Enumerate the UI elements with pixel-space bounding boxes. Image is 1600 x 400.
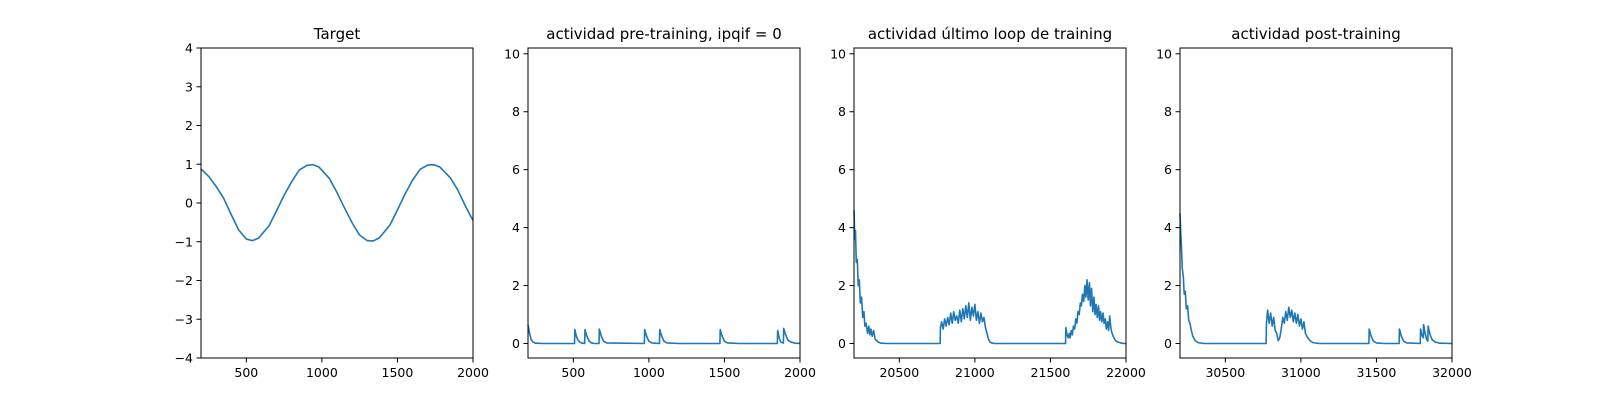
subplot-title: actividad post-training bbox=[1231, 25, 1400, 43]
x-tick-label: 32000 bbox=[1432, 365, 1472, 380]
x-tick-label: 31000 bbox=[1281, 365, 1321, 380]
y-tick-label: −4 bbox=[175, 351, 193, 366]
subplot-2: actividad pre-training, ipqif = 0 500 1000… bbox=[504, 25, 816, 380]
y-tick-label: 6 bbox=[512, 162, 520, 177]
x-tick-label: 22000 bbox=[1106, 365, 1146, 380]
y-tick-label: 4 bbox=[1164, 220, 1172, 235]
x-tick-label: 1000 bbox=[633, 365, 665, 380]
y-tick-label: 4 bbox=[512, 220, 520, 235]
y-tick-label: 2 bbox=[185, 118, 193, 133]
y-tick-label: 1 bbox=[185, 157, 193, 172]
y-tick-label: 2 bbox=[512, 278, 520, 293]
x-tick-label: 30500 bbox=[1205, 365, 1245, 380]
y-tick-label: 8 bbox=[1164, 104, 1172, 119]
y-tick-label: 2 bbox=[838, 278, 846, 293]
x-tick-label: 2000 bbox=[784, 365, 816, 380]
x-tick-label: 1500 bbox=[382, 365, 414, 380]
series-line bbox=[1179, 213, 1453, 345]
y-tick-label: 0 bbox=[838, 336, 846, 351]
x-tick-label: 500 bbox=[561, 365, 585, 380]
y-tick-label: 6 bbox=[838, 162, 846, 177]
y-tick-label: 10 bbox=[830, 46, 846, 61]
x-tick-label: 21000 bbox=[955, 365, 995, 380]
subplot-1: Target 500 1000 1500 2000 −4 −3 −2 −1 0 1 2 3 4 bbox=[175, 25, 489, 380]
subplot-4: actividad post-training 30500 31000 31500 32… bbox=[1156, 25, 1472, 380]
y-tick-label: 3 bbox=[185, 79, 193, 94]
axes-frame bbox=[527, 47, 801, 359]
subplot-title: actividad pre-training, ipqif = 0 bbox=[546, 25, 782, 43]
y-tick-label: 0 bbox=[185, 196, 193, 211]
x-tick-label: 20500 bbox=[879, 365, 919, 380]
y-tick-label: 4 bbox=[185, 41, 193, 56]
y-tick-label: 6 bbox=[1164, 162, 1172, 177]
y-tick-label: 8 bbox=[838, 104, 846, 119]
x-tick-label: 500 bbox=[234, 365, 258, 380]
y-tick-label: −1 bbox=[175, 234, 193, 249]
y-tick-label: 10 bbox=[504, 46, 520, 61]
axes-frame bbox=[853, 47, 1127, 359]
y-tick-label: 2 bbox=[1164, 278, 1172, 293]
y-tick-label: 0 bbox=[512, 336, 520, 351]
axes-frame bbox=[1179, 47, 1453, 359]
y-tick-label: 10 bbox=[1156, 46, 1172, 61]
series-line bbox=[527, 324, 801, 345]
x-tick-label: 1500 bbox=[709, 365, 741, 380]
y-tick-label: −3 bbox=[175, 312, 193, 327]
x-tick-label: 21500 bbox=[1031, 365, 1071, 380]
x-tick-label: 2000 bbox=[457, 365, 489, 380]
y-tick-label: 4 bbox=[838, 220, 846, 235]
y-tick-label: −2 bbox=[175, 273, 193, 288]
y-tick-label: 0 bbox=[1164, 336, 1172, 351]
series-line bbox=[853, 210, 1126, 345]
axes-frame bbox=[200, 47, 474, 359]
y-tick-label: 8 bbox=[512, 104, 520, 119]
subplot-title: Target bbox=[313, 25, 361, 43]
x-tick-label: 31500 bbox=[1357, 365, 1397, 380]
series-line bbox=[200, 163, 474, 242]
subplot-title: actividad último loop de training bbox=[868, 25, 1112, 43]
x-tick-label: 1000 bbox=[306, 365, 338, 380]
